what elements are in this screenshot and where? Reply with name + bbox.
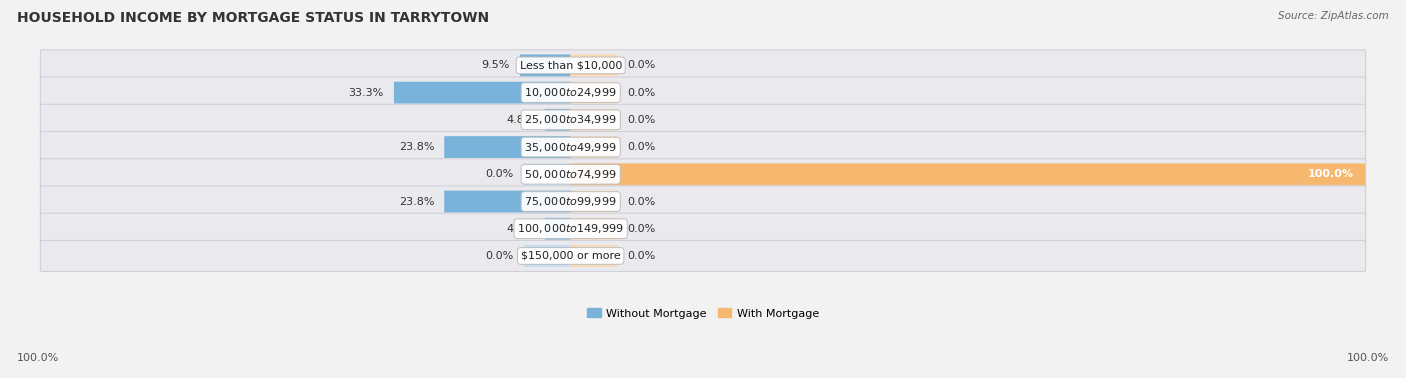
Text: 23.8%: 23.8% (399, 197, 434, 206)
Text: 0.0%: 0.0% (485, 251, 513, 261)
FancyBboxPatch shape (524, 163, 571, 185)
Text: $25,000 to $34,999: $25,000 to $34,999 (524, 113, 617, 126)
FancyBboxPatch shape (41, 186, 1365, 217)
Text: $75,000 to $99,999: $75,000 to $99,999 (524, 195, 617, 208)
Text: $35,000 to $49,999: $35,000 to $49,999 (524, 141, 617, 153)
FancyBboxPatch shape (571, 54, 617, 76)
FancyBboxPatch shape (571, 191, 617, 212)
Text: $50,000 to $74,999: $50,000 to $74,999 (524, 168, 617, 181)
FancyBboxPatch shape (571, 218, 617, 240)
Text: 0.0%: 0.0% (627, 251, 655, 261)
Text: 0.0%: 0.0% (627, 142, 655, 152)
FancyBboxPatch shape (544, 218, 571, 240)
Text: 4.8%: 4.8% (506, 224, 534, 234)
FancyBboxPatch shape (571, 245, 617, 267)
FancyBboxPatch shape (41, 50, 1365, 81)
FancyBboxPatch shape (571, 136, 617, 158)
Text: $150,000 or more: $150,000 or more (520, 251, 620, 261)
Text: Less than $10,000: Less than $10,000 (519, 60, 621, 70)
Text: 100.0%: 100.0% (1308, 169, 1354, 179)
FancyBboxPatch shape (41, 104, 1365, 135)
FancyBboxPatch shape (444, 136, 571, 158)
Text: 9.5%: 9.5% (481, 60, 510, 70)
Text: Source: ZipAtlas.com: Source: ZipAtlas.com (1278, 11, 1389, 21)
FancyBboxPatch shape (571, 82, 617, 104)
Text: 100.0%: 100.0% (17, 353, 59, 363)
FancyBboxPatch shape (41, 77, 1365, 108)
Text: 0.0%: 0.0% (627, 197, 655, 206)
FancyBboxPatch shape (571, 109, 617, 131)
Text: 0.0%: 0.0% (627, 60, 655, 70)
Text: $10,000 to $24,999: $10,000 to $24,999 (524, 86, 617, 99)
Text: 100.0%: 100.0% (1347, 353, 1389, 363)
FancyBboxPatch shape (41, 240, 1365, 271)
Text: 0.0%: 0.0% (627, 224, 655, 234)
Text: 23.8%: 23.8% (399, 142, 434, 152)
Text: 0.0%: 0.0% (627, 115, 655, 125)
FancyBboxPatch shape (571, 163, 1365, 185)
FancyBboxPatch shape (444, 191, 571, 212)
Text: $100,000 to $149,999: $100,000 to $149,999 (517, 222, 624, 235)
FancyBboxPatch shape (41, 132, 1365, 163)
FancyBboxPatch shape (41, 159, 1365, 190)
Text: 33.3%: 33.3% (349, 88, 384, 98)
Text: 0.0%: 0.0% (627, 88, 655, 98)
FancyBboxPatch shape (41, 213, 1365, 244)
FancyBboxPatch shape (524, 245, 571, 267)
FancyBboxPatch shape (544, 109, 571, 131)
Text: 0.0%: 0.0% (485, 169, 513, 179)
FancyBboxPatch shape (394, 82, 571, 104)
Legend: Without Mortgage, With Mortgage: Without Mortgage, With Mortgage (582, 304, 824, 323)
Text: 4.8%: 4.8% (506, 115, 534, 125)
Text: HOUSEHOLD INCOME BY MORTGAGE STATUS IN TARRYTOWN: HOUSEHOLD INCOME BY MORTGAGE STATUS IN T… (17, 11, 489, 25)
FancyBboxPatch shape (520, 54, 571, 76)
